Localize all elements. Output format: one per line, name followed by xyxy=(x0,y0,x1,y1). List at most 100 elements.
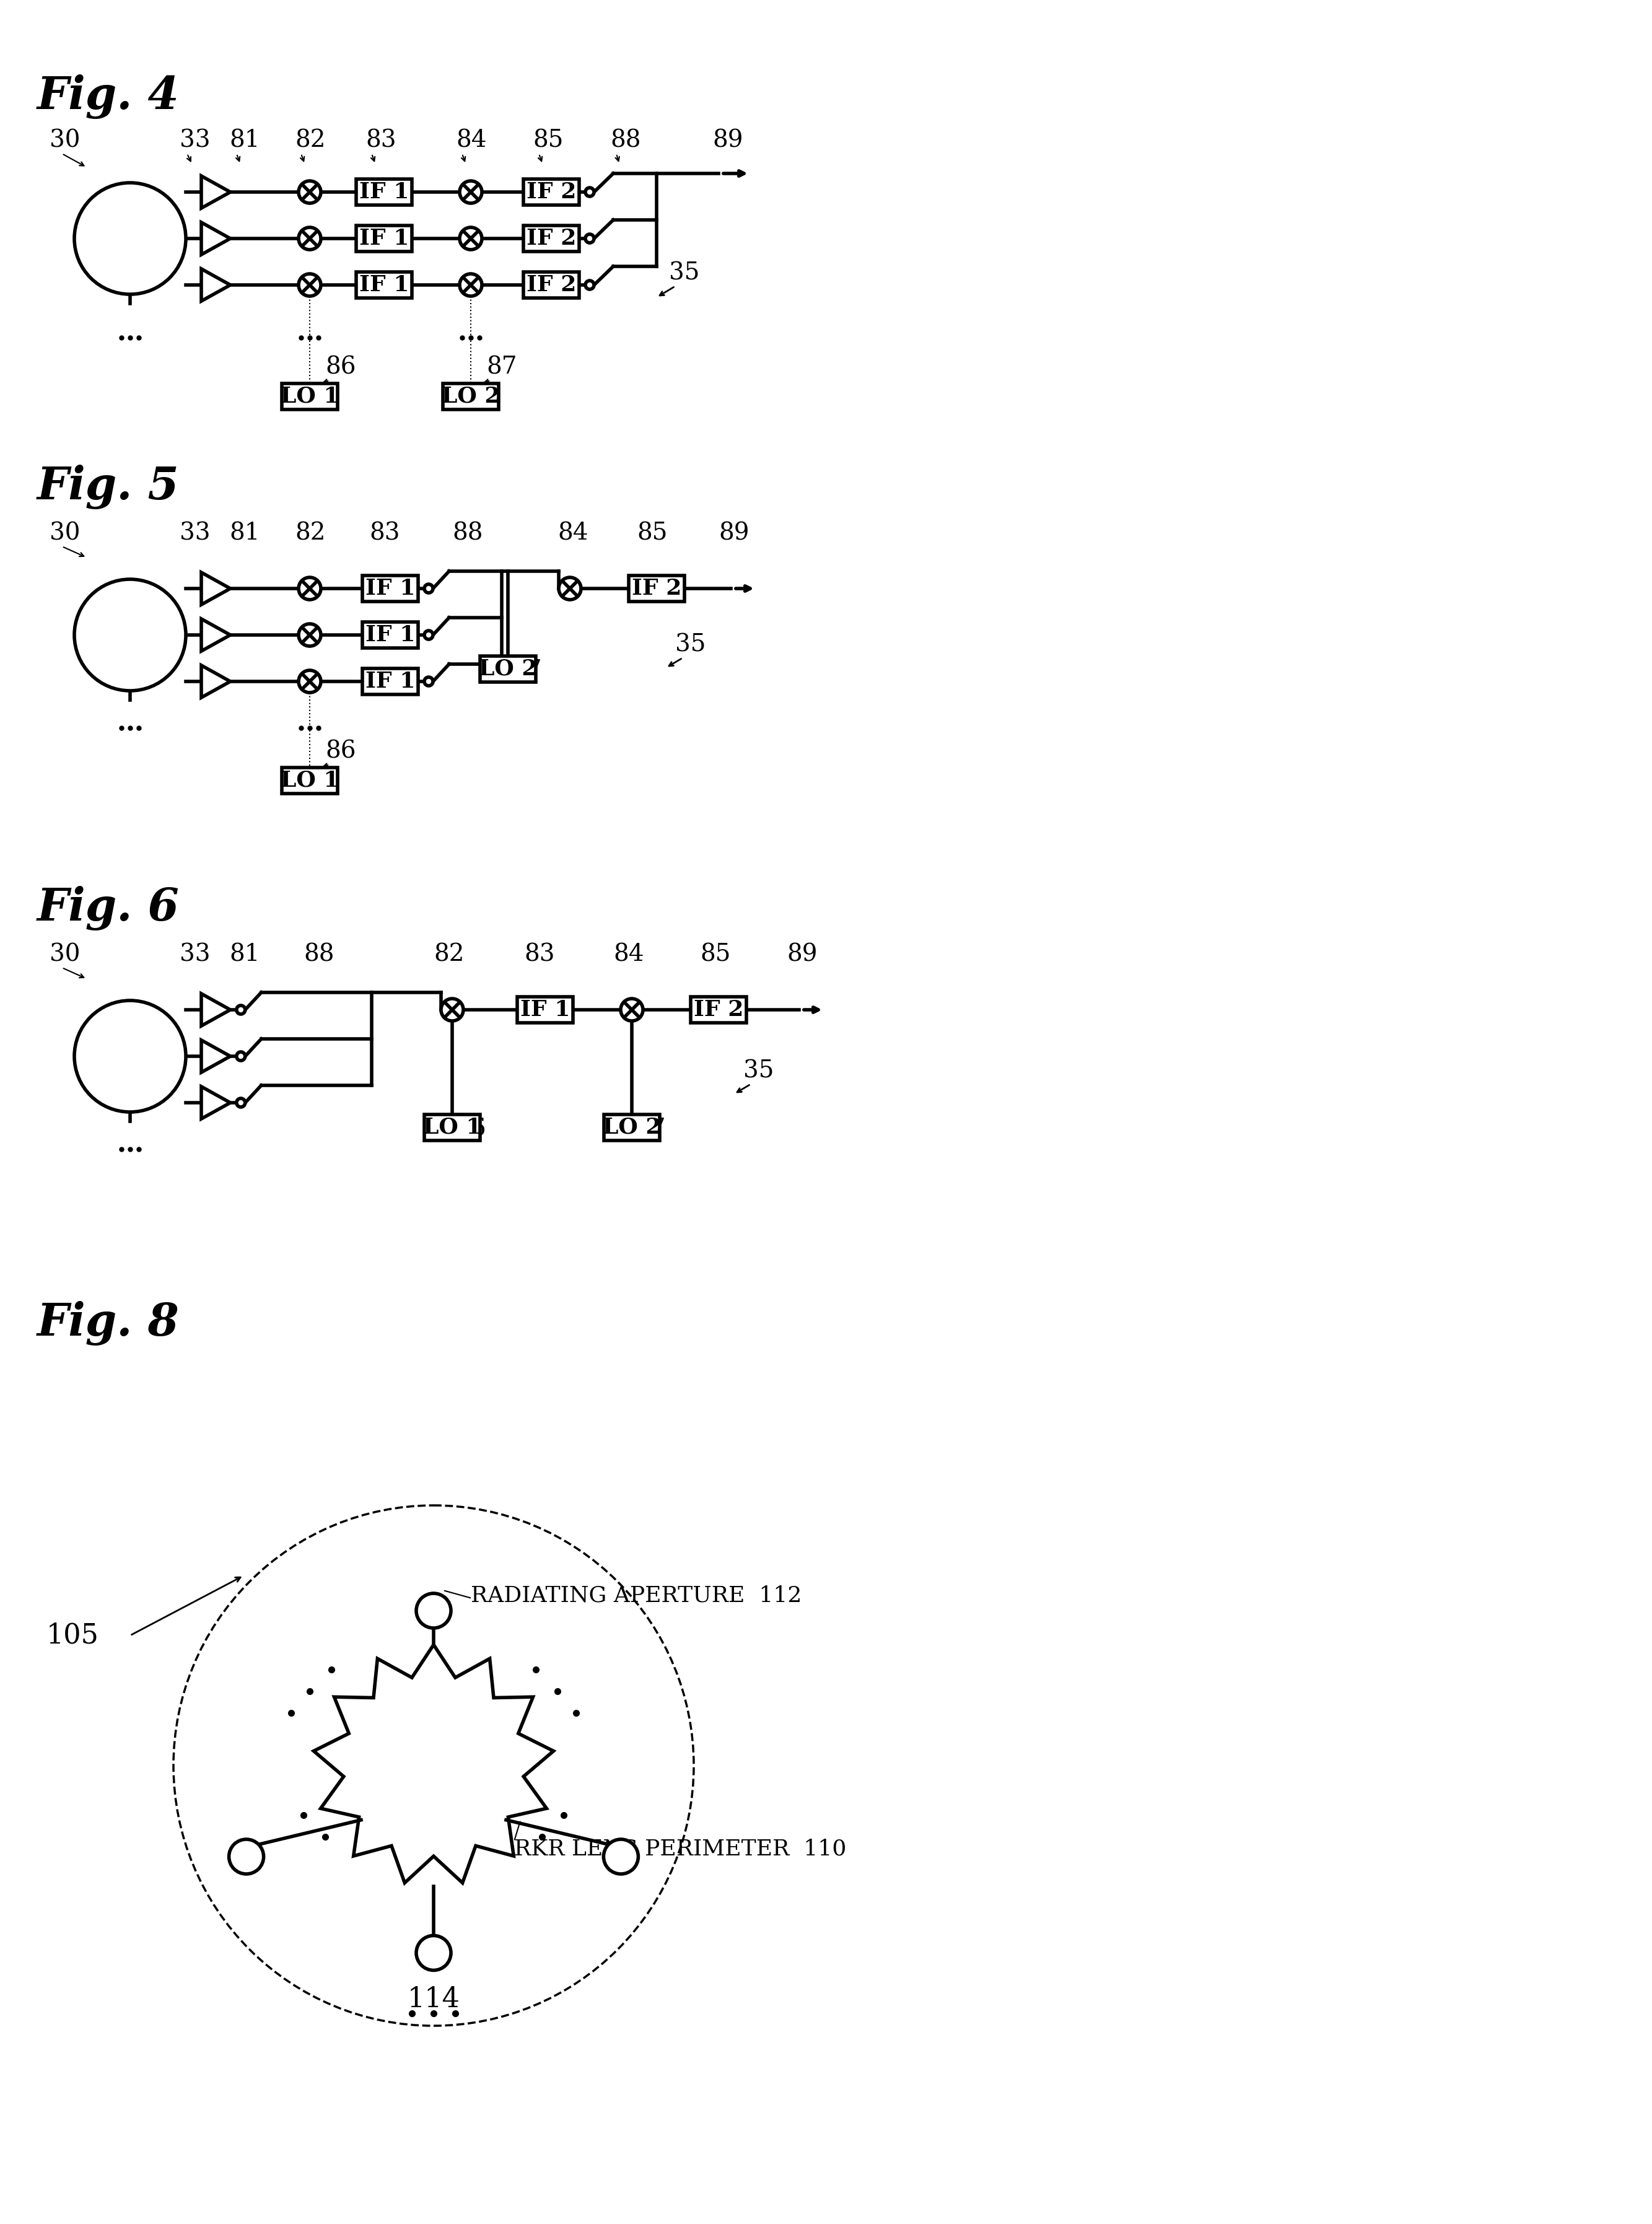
Text: 89: 89 xyxy=(719,523,750,545)
Circle shape xyxy=(299,578,320,600)
Text: IF 1: IF 1 xyxy=(365,578,415,598)
Text: IF 2: IF 2 xyxy=(527,274,577,296)
Polygon shape xyxy=(202,176,230,209)
Text: LO 2: LO 2 xyxy=(479,658,537,681)
Polygon shape xyxy=(202,222,230,254)
FancyBboxPatch shape xyxy=(362,576,418,600)
FancyBboxPatch shape xyxy=(605,1114,659,1141)
Text: LO 2: LO 2 xyxy=(603,1116,661,1139)
Circle shape xyxy=(585,280,595,289)
Text: 83: 83 xyxy=(524,943,555,967)
Text: RKR LENS PERIMETER  110: RKR LENS PERIMETER 110 xyxy=(514,1839,846,1859)
FancyBboxPatch shape xyxy=(362,623,418,647)
Text: 85: 85 xyxy=(636,523,667,545)
FancyBboxPatch shape xyxy=(481,656,535,683)
Text: LO 1: LO 1 xyxy=(423,1116,481,1139)
FancyBboxPatch shape xyxy=(524,271,580,298)
Circle shape xyxy=(299,274,320,296)
Polygon shape xyxy=(202,1088,230,1119)
Text: 30: 30 xyxy=(50,943,81,967)
Circle shape xyxy=(299,227,320,249)
Text: 84: 84 xyxy=(557,523,588,545)
Circle shape xyxy=(585,187,595,196)
Text: 87: 87 xyxy=(486,356,517,378)
Text: 32: 32 xyxy=(112,625,147,652)
Text: IF 1: IF 1 xyxy=(358,182,410,202)
Text: 30: 30 xyxy=(50,129,81,151)
Circle shape xyxy=(621,999,643,1021)
FancyBboxPatch shape xyxy=(282,383,337,409)
Circle shape xyxy=(236,1099,244,1108)
Circle shape xyxy=(441,999,463,1021)
Circle shape xyxy=(459,227,482,249)
Text: 35: 35 xyxy=(669,262,700,285)
Text: LO 2: LO 2 xyxy=(441,387,501,407)
Text: 82: 82 xyxy=(294,129,325,151)
Text: IF 1: IF 1 xyxy=(520,999,570,1021)
Text: 86: 86 xyxy=(456,1119,486,1141)
Polygon shape xyxy=(202,572,230,605)
Circle shape xyxy=(558,578,582,600)
Text: IF 1: IF 1 xyxy=(365,625,415,645)
Text: 33: 33 xyxy=(180,523,210,545)
Text: 84: 84 xyxy=(613,943,644,967)
Text: 84: 84 xyxy=(456,129,487,151)
Circle shape xyxy=(74,1001,185,1112)
Circle shape xyxy=(230,1839,264,1875)
Text: RADIATING APERTURE  112: RADIATING APERTURE 112 xyxy=(471,1586,801,1606)
Text: 82: 82 xyxy=(433,943,464,967)
FancyBboxPatch shape xyxy=(425,1114,481,1141)
Text: LO 1: LO 1 xyxy=(281,387,339,407)
Text: Fig. 4: Fig. 4 xyxy=(36,73,180,118)
Text: 114: 114 xyxy=(408,1986,459,2013)
Circle shape xyxy=(425,632,433,638)
Text: Fig. 8: Fig. 8 xyxy=(36,1301,180,1346)
Text: 82: 82 xyxy=(294,523,325,545)
Circle shape xyxy=(299,669,320,692)
Text: 35: 35 xyxy=(676,634,705,656)
Text: 32: 32 xyxy=(112,1045,147,1072)
Polygon shape xyxy=(202,665,230,698)
FancyBboxPatch shape xyxy=(524,225,580,251)
Text: 86: 86 xyxy=(325,741,355,763)
Circle shape xyxy=(603,1839,638,1875)
FancyBboxPatch shape xyxy=(629,576,684,600)
FancyBboxPatch shape xyxy=(362,669,418,694)
Text: 87: 87 xyxy=(510,661,542,683)
Text: IF 2: IF 2 xyxy=(694,999,743,1021)
Text: 105: 105 xyxy=(46,1621,99,1648)
Text: Fig. 5: Fig. 5 xyxy=(36,465,180,509)
Text: 86: 86 xyxy=(325,356,355,378)
Text: 87: 87 xyxy=(634,1119,666,1141)
Text: 81: 81 xyxy=(230,129,259,151)
Circle shape xyxy=(416,1592,451,1628)
Text: 81: 81 xyxy=(230,523,259,545)
FancyBboxPatch shape xyxy=(443,383,499,409)
Polygon shape xyxy=(202,1041,230,1072)
Text: 83: 83 xyxy=(368,523,400,545)
Text: IF 1: IF 1 xyxy=(358,274,410,296)
Text: IF 1: IF 1 xyxy=(358,229,410,249)
Circle shape xyxy=(425,676,433,685)
Text: 30: 30 xyxy=(50,523,81,545)
Circle shape xyxy=(299,180,320,202)
Circle shape xyxy=(74,578,185,692)
Text: 88: 88 xyxy=(453,523,482,545)
Text: 89: 89 xyxy=(712,129,743,151)
Text: 89: 89 xyxy=(786,943,818,967)
Text: IF 2: IF 2 xyxy=(527,229,577,249)
Circle shape xyxy=(173,1506,694,2026)
Polygon shape xyxy=(202,994,230,1025)
Text: 88: 88 xyxy=(304,943,334,967)
FancyBboxPatch shape xyxy=(524,180,580,205)
Circle shape xyxy=(425,585,433,594)
Circle shape xyxy=(459,180,482,202)
Circle shape xyxy=(74,182,185,294)
Text: 88: 88 xyxy=(610,129,641,151)
Text: 32: 32 xyxy=(112,229,147,256)
Polygon shape xyxy=(202,269,230,300)
Text: 33: 33 xyxy=(180,943,210,967)
FancyBboxPatch shape xyxy=(357,225,411,251)
Circle shape xyxy=(416,1935,451,1970)
Text: Fig. 6: Fig. 6 xyxy=(36,885,180,930)
